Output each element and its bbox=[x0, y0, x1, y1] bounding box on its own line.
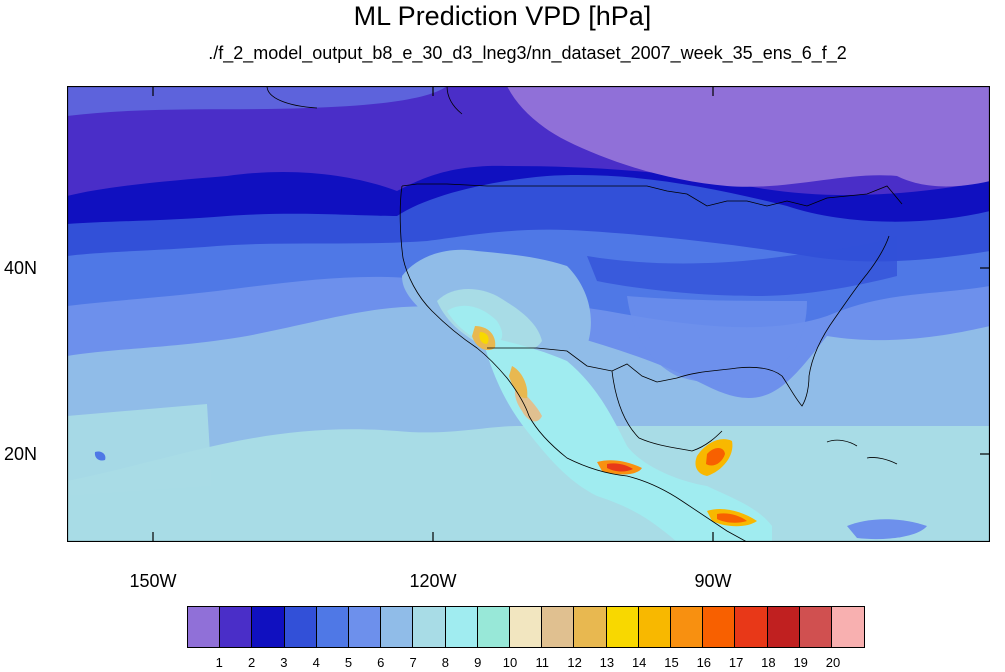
map-ticks bbox=[152, 86, 990, 542]
colorbar-swatch-2 bbox=[220, 607, 253, 647]
colorbar-swatch-6 bbox=[349, 607, 382, 647]
colorbar-label: 14 bbox=[631, 655, 647, 670]
vpd-map bbox=[67, 86, 990, 542]
colorbar-swatch-5 bbox=[316, 607, 350, 647]
colorbar-swatch-18 bbox=[735, 607, 768, 647]
field-southeast-us-5 bbox=[627, 296, 807, 384]
field-mex-south-18 bbox=[607, 463, 633, 472]
field-band-alaska bbox=[67, 86, 447, 116]
field-yucatan-17 bbox=[706, 448, 725, 466]
colorbar-swatch-3 bbox=[252, 607, 285, 647]
field-baja-13 bbox=[509, 366, 528, 399]
lat-label-40n: 40N bbox=[4, 258, 38, 278]
colorbar-swatch-14 bbox=[606, 607, 639, 647]
field-band-south bbox=[67, 426, 990, 542]
colorbar-swatch-21 bbox=[832, 607, 865, 647]
vpd-map-canvas bbox=[67, 86, 990, 542]
map-subtitle: ./f_2_model_output_b8_e_30_d3_lneg3/nn_d… bbox=[208, 43, 847, 63]
colorbar-label: 16 bbox=[696, 655, 712, 670]
colorbar-swatch-13 bbox=[574, 607, 607, 647]
map-title: ML Prediction VPD [hPa] bbox=[353, 1, 652, 31]
colorbar-label: 15 bbox=[664, 655, 679, 670]
lon-label-90w: 90W bbox=[694, 571, 732, 591]
field-socal-14 bbox=[479, 332, 489, 344]
field-mexico-9 bbox=[482, 336, 772, 542]
mexico-pacific-coast bbox=[528, 415, 748, 542]
field-central-america-17 bbox=[717, 513, 747, 523]
colorbar-swatch-9 bbox=[445, 607, 478, 647]
colorbar-label: 19 bbox=[793, 655, 808, 670]
colorbar-swatch-17 bbox=[703, 607, 736, 647]
caribbean-coasts bbox=[826, 439, 898, 465]
colorbar-swatch-7 bbox=[381, 607, 414, 647]
colorbar-label: 2 bbox=[247, 655, 256, 670]
colorbar-labels: 1 2 3 4 5 6 7 8 9 10 11 12 13 14 15 16 17 18 19 20 bbox=[0, 656, 1005, 672]
field-south-america-coast bbox=[847, 519, 927, 540]
colorbar-label: 8 bbox=[441, 655, 449, 670]
colorbar-label: 12 bbox=[567, 655, 582, 670]
canada-us-border bbox=[401, 183, 903, 207]
colorbar-swatch-15 bbox=[638, 607, 672, 647]
colorbar-label: 18 bbox=[761, 655, 776, 670]
colorbar-label: 3 bbox=[280, 655, 288, 670]
colorbar-label: 11 bbox=[535, 655, 550, 670]
coastline-borders bbox=[266, 86, 903, 542]
alaska-coast bbox=[266, 86, 463, 115]
colorbar-label: 4 bbox=[312, 655, 320, 670]
mexico-gulf-coast bbox=[611, 370, 723, 452]
colorbar-swatch-11 bbox=[510, 607, 543, 647]
field-band-lowest-canada bbox=[507, 86, 990, 187]
colorbar-swatch-20 bbox=[799, 607, 833, 647]
colorbar-swatch-12 bbox=[542, 607, 575, 647]
colorbar-label: 5 bbox=[344, 655, 353, 670]
field-east-us-3 bbox=[587, 236, 897, 296]
colorbar-label: 13 bbox=[599, 655, 615, 670]
map-frame bbox=[67, 86, 990, 542]
colorbar-label: 7 bbox=[409, 655, 417, 670]
lon-label-120w: 120W bbox=[409, 571, 457, 591]
colorbar-label: 1 bbox=[215, 655, 223, 670]
colorbar-label: 20 bbox=[825, 655, 841, 670]
colorbar-label: 9 bbox=[474, 655, 482, 670]
colorbar-swatch-19 bbox=[767, 607, 800, 647]
colorbar-swatch-8 bbox=[413, 607, 446, 647]
colorbar-swatch-16 bbox=[671, 607, 704, 647]
colorbar-label: 10 bbox=[502, 655, 518, 670]
colorbar-swatch-4 bbox=[284, 607, 317, 647]
field-hispaniola bbox=[867, 457, 897, 466]
lon-label-150w: 150W bbox=[129, 571, 177, 591]
field-band-hawaii-light bbox=[67, 404, 212, 496]
colorbar-swatch-1 bbox=[188, 607, 221, 647]
field-cuba bbox=[822, 440, 857, 451]
field-hawaii bbox=[94, 451, 106, 461]
lat-label-20n: 20N bbox=[4, 444, 38, 464]
us-west-coast bbox=[399, 185, 530, 417]
colorbar-label: 6 bbox=[377, 655, 385, 670]
colorbar bbox=[187, 606, 866, 648]
us-gulf-east-coast bbox=[676, 235, 890, 407]
colorbar-swatch-10 bbox=[477, 607, 511, 647]
colorbar-label: 17 bbox=[728, 655, 744, 670]
